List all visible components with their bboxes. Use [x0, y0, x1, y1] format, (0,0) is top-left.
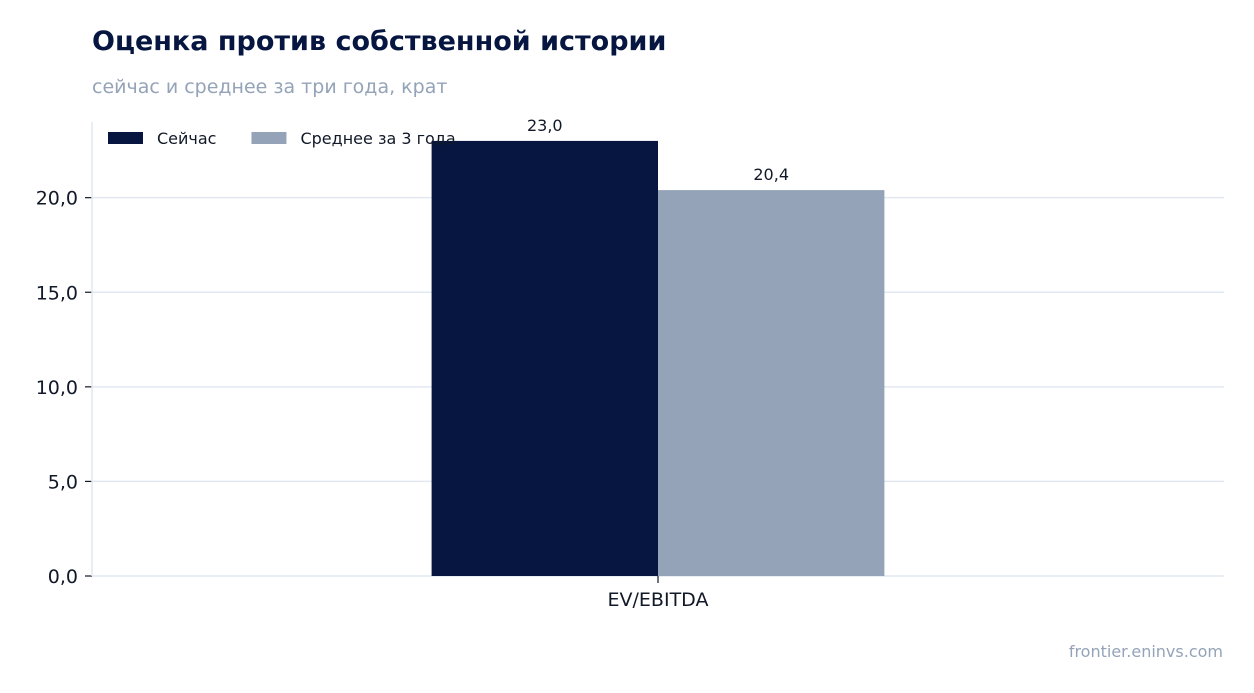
x-tick-label: EV/EBITDA [608, 589, 709, 611]
y-tick-label: 15,0 [36, 282, 78, 304]
source-watermark: frontier.eninvs.com [1068, 642, 1223, 661]
legend: Сейчас Среднее за 3 года [108, 129, 456, 148]
y-tick-label: 5,0 [48, 471, 78, 493]
bar-current [431, 140, 658, 576]
y-tick-label: 10,0 [36, 377, 78, 399]
chart-title: Оценка против собственной истории [92, 26, 667, 57]
axes: 0,0 5,0 10,0 15,0 20,0 EV/EBITDA [36, 122, 1224, 611]
legend-swatch [251, 132, 287, 144]
bar-value-label: 23,0 [527, 116, 563, 135]
legend-label: Сейчас [157, 129, 216, 148]
legend-swatch [108, 132, 143, 144]
bar-value-label: 20,4 [753, 165, 789, 184]
chart-subtitle: сейчас и среднее за три года, крат [92, 76, 448, 98]
data-labels: 23,0 20,4 [527, 116, 789, 184]
bars [431, 140, 885, 576]
bar-three-year-average [658, 190, 885, 576]
y-tick-label: 20,0 [36, 188, 78, 210]
y-tick-label: 0,0 [48, 566, 78, 588]
legend-label: Среднее за 3 года [300, 129, 455, 148]
